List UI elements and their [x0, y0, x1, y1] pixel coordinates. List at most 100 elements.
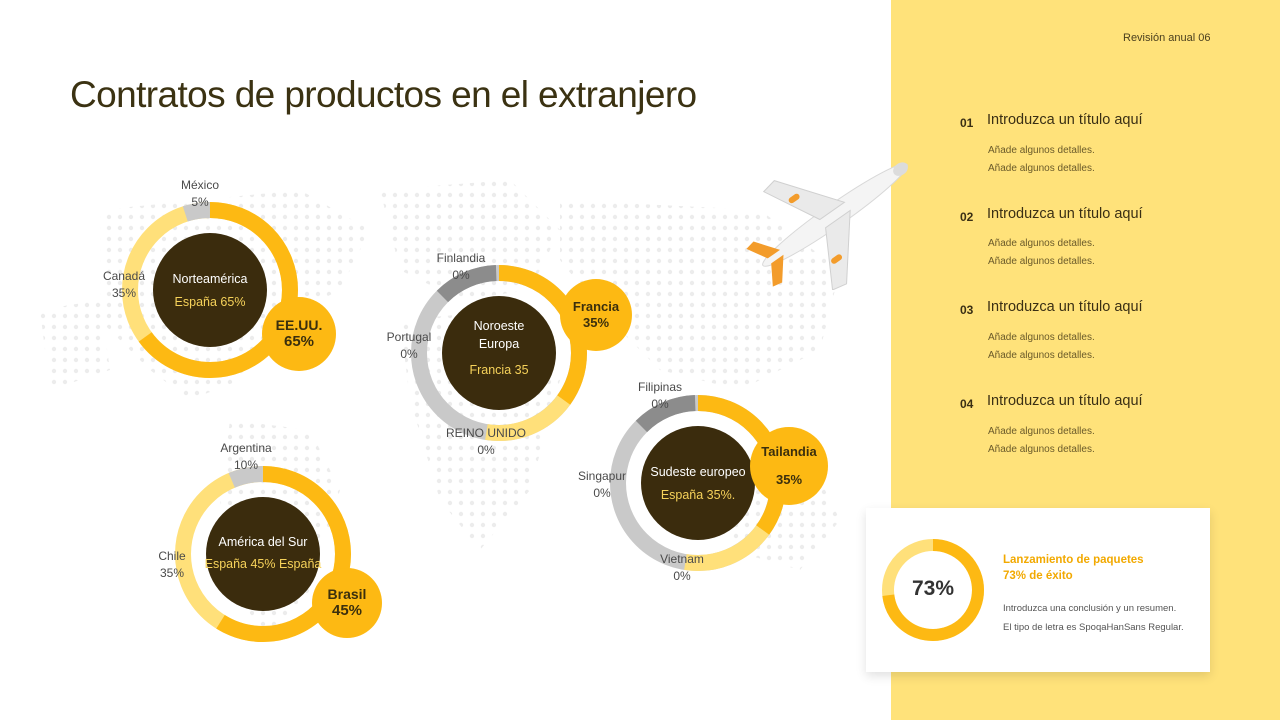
segment-philippines — [610, 395, 786, 571]
list-number: 04 — [960, 397, 974, 411]
center-title-2: Europa — [478, 337, 520, 352]
list-title: Introduzca un título aquí — [987, 393, 1143, 409]
label-uk: REINO UNIDO 0% — [441, 425, 531, 460]
label-name: Vietnam — [660, 552, 704, 566]
badge-value: 45% — [331, 602, 363, 620]
donut-center — [206, 497, 320, 611]
badge-thailand: Tailandia 35% — [750, 427, 828, 505]
label-name: Chile — [158, 549, 186, 563]
label-value: 0% — [673, 569, 691, 584]
list-number: 02 — [960, 210, 974, 224]
card-text: Introduzca una conclusión y un resumen. … — [1003, 600, 1184, 637]
badge-value: 65% — [283, 333, 315, 351]
progress-ring — [882, 539, 984, 641]
label-vietnam: Vietnam 0% — [652, 551, 712, 586]
label-singapore: Singapur 0% — [574, 468, 630, 503]
badge-france: Francia 35% — [560, 279, 632, 351]
label-value: 0% — [477, 443, 495, 458]
label-value: 35% — [111, 286, 137, 301]
center-title: América del Sur — [218, 535, 308, 549]
list-detail: Añade algunos detalles. — [988, 350, 1095, 361]
label-value: 35% — [159, 566, 185, 581]
segment-brazil — [175, 466, 351, 642]
card-title: Lanzamiento de paquetes 73% de éxito — [1003, 553, 1144, 584]
list-number: 03 — [960, 303, 974, 317]
badge-value: 35% — [582, 315, 610, 330]
segment-mexico — [122, 202, 298, 378]
label-value: 10% — [233, 458, 259, 473]
label-name: Filipinas — [637, 380, 682, 394]
label-name: Argentina — [220, 441, 272, 455]
donut-ring — [411, 265, 587, 441]
label-value: 0% — [593, 486, 611, 501]
center-title: Norteamérica — [172, 272, 248, 286]
list-number: 01 — [960, 116, 974, 130]
label-canada: Canadá 35% — [96, 268, 152, 303]
list-title: Introduzca un título aquí — [987, 299, 1143, 315]
label-name: Singapur — [577, 469, 627, 483]
donut-south-america: América del Sur España 45% España — [173, 464, 353, 644]
label-name: REINO UNIDO — [445, 426, 526, 440]
badge-brazil: Brasil 45% — [312, 568, 382, 638]
header-label: Revisión anual 06 — [1123, 32, 1211, 44]
center-title: Noroeste — [473, 319, 525, 333]
label-chile: Chile 35% — [146, 548, 198, 583]
donut-center — [641, 426, 755, 540]
label-value: 5% — [191, 195, 209, 210]
list-title: Introduzca un título aquí — [987, 206, 1143, 222]
donut-center — [153, 233, 267, 347]
donut-north-america: Norteamérica España 65% — [120, 200, 300, 380]
progress-percent: 73% — [911, 577, 955, 600]
list-detail: Añade algunos detalles. — [988, 444, 1095, 455]
list-title: Introduzca un título aquí — [987, 112, 1143, 128]
card-title-line: Lanzamiento de paquetes — [1003, 554, 1144, 566]
label-portugal: Portugal 0% — [379, 329, 439, 364]
label-argentina: Argentina 10% — [211, 440, 281, 475]
badge-value: 35% — [775, 472, 803, 487]
segment-vietnam — [610, 395, 786, 571]
donut-ring — [175, 466, 351, 642]
badge-name: Francia — [572, 299, 620, 315]
label-name: Portugal — [386, 330, 432, 344]
airplane-icon — [746, 162, 908, 290]
label-mexico: México 5% — [170, 177, 230, 212]
label-value: 0% — [651, 397, 669, 412]
list-detail: Añade algunos detalles. — [988, 238, 1095, 249]
segment-france — [411, 265, 587, 441]
segment-finland — [411, 265, 587, 441]
label-name: Finlandia — [436, 251, 486, 265]
center-title: Sudeste europeo — [650, 465, 746, 479]
list-detail: Añade algunos detalles. — [988, 145, 1095, 156]
segment-usa — [122, 202, 298, 378]
label-philippines: Filipinas 0% — [632, 379, 688, 414]
list-detail: Añade algunos detalles. — [988, 332, 1095, 343]
label-name: Canadá — [102, 269, 146, 283]
progress-arc — [882, 539, 984, 641]
badge-usa: EE.UU. 65% — [262, 297, 336, 371]
segment-argentina — [175, 466, 351, 642]
page-title: Contratos de productos en el extranjero — [70, 74, 697, 115]
label-name: México — [180, 178, 219, 192]
list-detail: Añade algunos detalles. — [988, 426, 1095, 437]
badge-name: Brasil — [327, 585, 367, 602]
segment-uk — [411, 265, 587, 441]
badge-name: EE.UU. — [275, 316, 323, 333]
card-text-line: Introduzca una conclusión y un resumen. — [1003, 603, 1177, 614]
label-finland: Finlandia 0% — [431, 250, 491, 285]
center-sub: España 65% — [174, 295, 246, 310]
center-sub: Francia 35 — [469, 363, 529, 378]
center-sub: España 45% España — [204, 557, 322, 572]
list-detail: Añade algunos detalles. — [988, 163, 1095, 174]
list-detail: Añade algunos detalles. — [988, 256, 1095, 267]
donut-center — [442, 296, 556, 410]
card-text-line: El tipo de letra es SpoqaHanSans Regular… — [1003, 621, 1184, 633]
card-title-line: 73% de éxito — [1003, 569, 1073, 582]
donut-northwest-europe: Noroeste Europa Francia 35 — [409, 263, 589, 443]
center-sub: España 35%. — [660, 488, 736, 503]
label-value: 0% — [452, 268, 470, 283]
badge-name: Tailandia — [761, 444, 817, 460]
label-value: 0% — [400, 347, 418, 362]
summary-card: 73% Lanzamiento de paquetes 73% de éxito… — [866, 508, 1210, 672]
donut-ring — [122, 202, 298, 378]
